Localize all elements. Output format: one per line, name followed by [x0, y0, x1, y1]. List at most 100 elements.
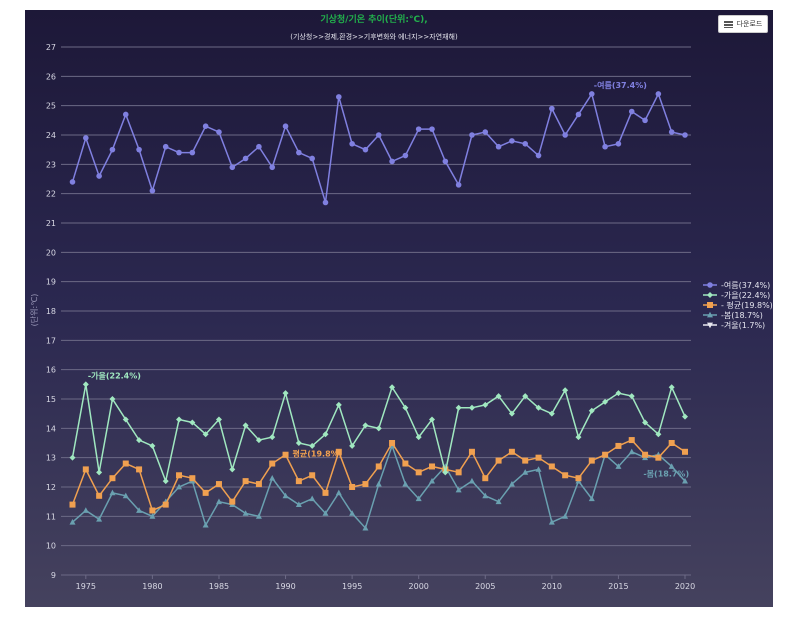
data-point [442, 469, 449, 476]
y-tick-label: 21 [46, 219, 56, 228]
data-point [122, 460, 129, 467]
data-point [389, 384, 396, 391]
data-point [202, 431, 209, 438]
data-point [468, 404, 475, 411]
data-point [109, 146, 116, 153]
data-point [549, 105, 555, 112]
data-point [495, 498, 502, 505]
data-point [402, 460, 409, 467]
data-point [535, 152, 542, 159]
x-tick-label: 1990 [275, 582, 295, 591]
data-point [628, 437, 635, 444]
data-point [176, 472, 183, 479]
data-point [309, 472, 316, 479]
x-tick-label: 2015 [608, 582, 628, 591]
data-point [628, 393, 635, 400]
legend-label: - 평균(19.8%) [721, 300, 773, 310]
data-point [242, 422, 249, 429]
legend-label: -봄(18.7%) [721, 311, 763, 320]
legend-item[interactable]: - 평균(19.8%) [703, 300, 773, 310]
data-point [215, 416, 222, 423]
y-tick-label: 25 [46, 102, 56, 111]
data-point [349, 484, 356, 490]
data-point [322, 199, 329, 206]
data-point [83, 135, 89, 141]
y-tick-label: 18 [46, 307, 56, 316]
y-tick-label: 22 [46, 190, 56, 199]
data-point [429, 477, 436, 484]
data-point [402, 152, 409, 159]
legend-marker [707, 282, 713, 288]
data-point [562, 472, 569, 479]
data-point [588, 91, 595, 97]
data-label: -가을(22.4%) [88, 370, 141, 380]
y-tick-label: 20 [46, 248, 56, 257]
data-point [216, 129, 222, 135]
y-tick-label: 12 [46, 483, 56, 492]
legend-item[interactable]: -여름(37.4%) [703, 280, 770, 290]
data-point [615, 141, 622, 147]
data-point [149, 513, 156, 519]
data-point [362, 481, 369, 488]
y-tick-label: 14 [46, 424, 56, 433]
data-point [682, 477, 688, 484]
data-point [495, 393, 502, 400]
download-button[interactable]: 다운로드 [718, 15, 768, 33]
data-point [508, 480, 515, 487]
data-point [242, 155, 249, 162]
data-point [402, 480, 409, 487]
chart-svg: 기상청/기온 추이(단위:°C), (기상청>>경제,환경>>기후변화와 에너지… [29, 13, 773, 591]
series-2 [69, 437, 688, 514]
legend-item[interactable]: -겨울(1.7%) [703, 321, 765, 330]
legend[interactable]: -여름(37.4%)-가을(22.4%)- 평균(19.8%)-봄(18.7%)… [703, 280, 773, 330]
data-point [122, 111, 129, 118]
x-tick-label: 1995 [342, 582, 362, 591]
data-point [655, 454, 662, 461]
data-point [455, 404, 462, 411]
data-point [255, 513, 262, 519]
data-point [562, 387, 569, 394]
y-tick-label: 24 [46, 131, 56, 140]
data-point [349, 141, 355, 147]
legend-marker [707, 311, 713, 318]
data-point [628, 448, 635, 455]
data-point [548, 463, 555, 470]
data-point [588, 407, 595, 414]
data-point [122, 492, 129, 499]
data-point [588, 457, 595, 464]
data-point [282, 451, 289, 458]
x-tick-label: 1980 [142, 582, 162, 591]
legend-item[interactable]: -봄(18.7%) [703, 311, 763, 320]
data-point [295, 501, 302, 507]
data-point [429, 126, 435, 132]
data-point [335, 401, 342, 408]
y-tick-label: 23 [46, 160, 56, 169]
data-point [269, 460, 276, 467]
legend-marker [707, 302, 713, 308]
data-labels: -봄(18.7%) 평균(19.8%) -가을(22.4%) -여름(37.4%) [88, 80, 689, 479]
data-point [202, 123, 209, 129]
x-tick-label: 2000 [409, 582, 429, 591]
data-point [642, 451, 649, 458]
data-point [202, 489, 209, 496]
data-point [415, 495, 422, 502]
data-point [269, 434, 276, 441]
data-point [575, 434, 582, 441]
x-tick-label: 2020 [675, 582, 695, 591]
data-point [269, 164, 276, 171]
y-axis-label: (단위:℃) [29, 294, 39, 327]
data-point [162, 478, 169, 485]
data-point [96, 516, 103, 522]
data-point [482, 401, 489, 408]
data-point [309, 442, 316, 449]
data-point [335, 489, 342, 496]
data-point [535, 466, 542, 472]
data-point [162, 501, 169, 508]
data-point [122, 416, 129, 423]
data-point [668, 440, 675, 446]
data-point [522, 393, 529, 400]
legend-item[interactable]: -가을(22.4%) [703, 291, 770, 300]
data-point [149, 507, 156, 514]
data-point [508, 448, 515, 455]
data-point [282, 492, 289, 499]
